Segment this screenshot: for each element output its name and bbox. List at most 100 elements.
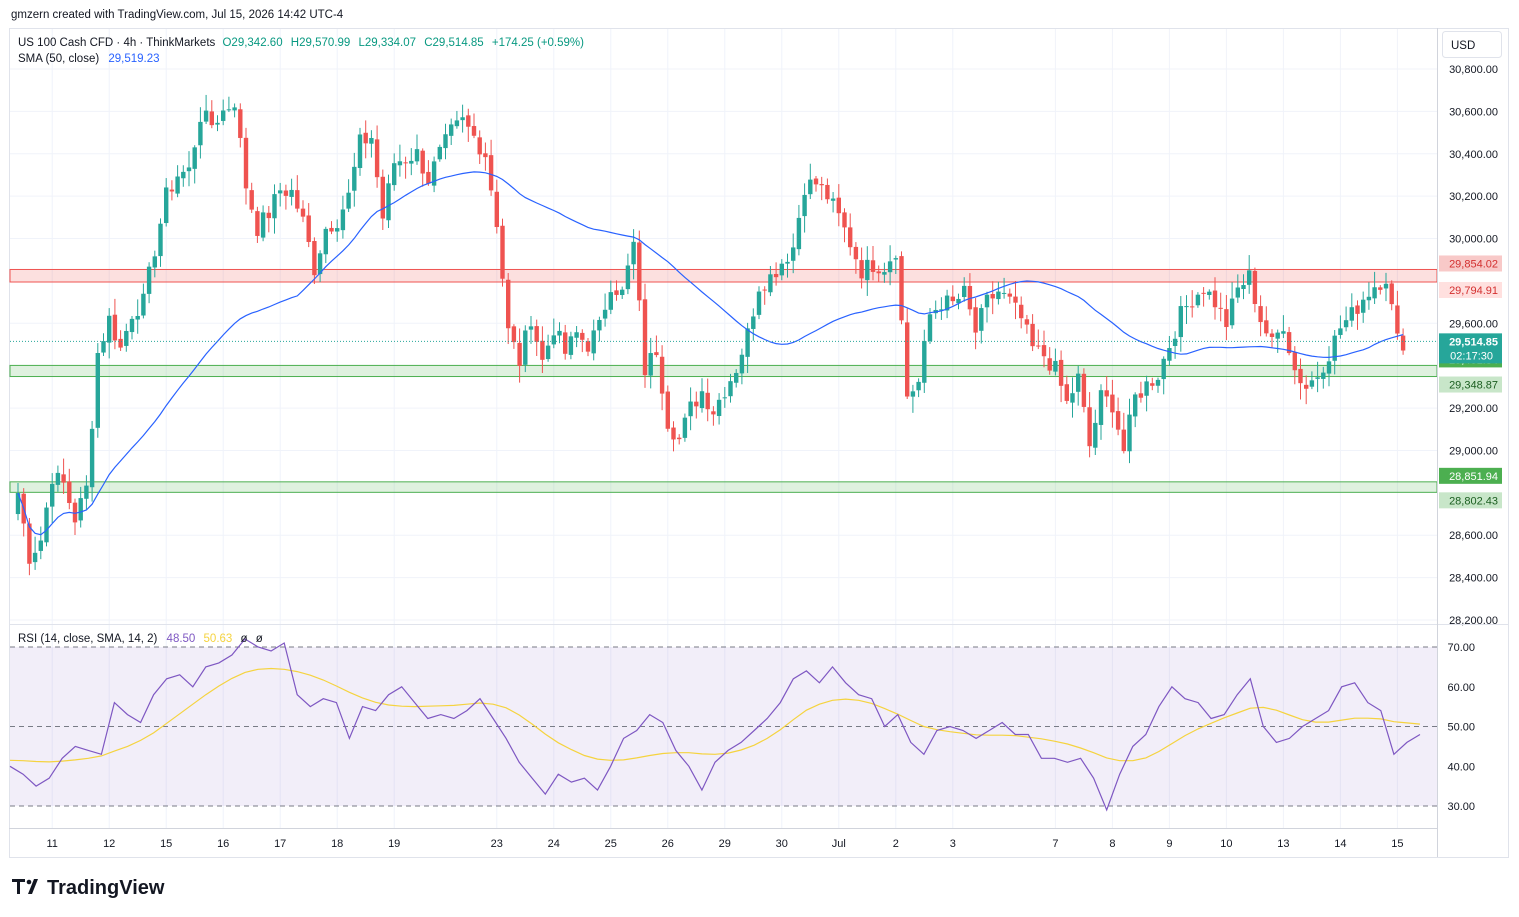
candle-down[interactable]	[1212, 290, 1218, 308]
candle-down[interactable]	[426, 171, 431, 184]
candle-up[interactable]	[796, 217, 802, 250]
candle-up[interactable]	[722, 397, 727, 399]
candle-up[interactable]	[1338, 328, 1343, 335]
candle-up[interactable]	[260, 212, 266, 238]
candle-down[interactable]	[1121, 429, 1126, 452]
candle-up[interactable]	[545, 345, 551, 360]
candle-up[interactable]	[340, 209, 346, 231]
candle-up[interactable]	[129, 318, 135, 333]
candle-up[interactable]	[1098, 390, 1104, 425]
candle-up[interactable]	[141, 293, 146, 316]
candle-up[interactable]	[1155, 379, 1161, 386]
candle-down[interactable]	[711, 411, 716, 415]
candle-down[interactable]	[1389, 283, 1394, 305]
candle-down[interactable]	[477, 137, 482, 155]
support-zone[interactable]	[9, 481, 1438, 493]
candle-down[interactable]	[67, 481, 72, 504]
candle-up[interactable]	[625, 265, 631, 290]
candle-up[interactable]	[597, 319, 602, 331]
candle-down[interactable]	[762, 289, 767, 291]
candle-up[interactable]	[979, 308, 984, 331]
candle-down[interactable]	[1013, 296, 1018, 303]
candle-up[interactable]	[927, 314, 933, 342]
candle-up[interactable]	[146, 266, 152, 294]
candle-up[interactable]	[1133, 394, 1138, 417]
candle-up[interactable]	[272, 194, 277, 219]
rsi-line[interactable]	[9, 638, 1421, 812]
candle-down[interactable]	[905, 322, 910, 397]
candle-up[interactable]	[785, 261, 790, 264]
candle-up[interactable]	[728, 381, 733, 397]
candle-down[interactable]	[511, 326, 517, 343]
candle-down[interactable]	[363, 132, 368, 144]
candle-up[interactable]	[409, 160, 414, 164]
candle-down[interactable]	[1110, 394, 1115, 413]
candle-down[interactable]	[466, 115, 471, 127]
candle-down[interactable]	[1378, 287, 1383, 290]
legend-main[interactable]: US 100 Cash CFD · 4h · ThinkMarkets O29,…	[18, 37, 584, 49]
candle-up[interactable]	[956, 298, 961, 304]
candle-up[interactable]	[232, 107, 237, 111]
candle-down[interactable]	[773, 273, 779, 278]
candle-up[interactable]	[1315, 377, 1320, 379]
candle-up[interactable]	[944, 295, 950, 311]
candle-up[interactable]	[460, 117, 465, 121]
candle-down[interactable]	[614, 290, 619, 295]
candle-down[interactable]	[283, 190, 289, 196]
time-axis[interactable]: 11 12 15 16 17 18 19 23 24 25 26 29 30 Jul 2 3 7 8 9 10 13 14…	[46, 838, 1403, 850]
candle-down[interactable]	[1047, 358, 1052, 371]
candle-up[interactable]	[124, 330, 129, 346]
candle-down[interactable]	[665, 391, 670, 429]
candle-up[interactable]	[830, 198, 836, 201]
candle-down[interactable]	[1081, 373, 1087, 407]
candle-down[interactable]	[506, 279, 511, 329]
candle-up[interactable]	[158, 223, 163, 257]
candle-down[interactable]	[61, 474, 66, 483]
candle-up[interactable]	[346, 192, 351, 209]
candle-down[interactable]	[870, 260, 876, 272]
candle-up[interactable]	[323, 228, 328, 255]
candle-up[interactable]	[620, 289, 625, 296]
candle-up[interactable]	[1144, 381, 1149, 396]
legend-sma[interactable]: SMA (50, close) 29,519.23	[18, 53, 160, 65]
candle-down[interactable]	[329, 227, 334, 232]
candle-down[interactable]	[1030, 323, 1035, 347]
candle-up[interactable]	[1053, 360, 1058, 372]
candle-down[interactable]	[1264, 320, 1269, 334]
candle-up[interactable]	[392, 163, 397, 186]
candle-up[interactable]	[357, 134, 363, 169]
candle-up[interactable]	[50, 483, 55, 507]
candle-up[interactable]	[198, 121, 203, 146]
candle-down[interactable]	[819, 184, 824, 186]
candle-up[interactable]	[768, 274, 773, 293]
candle-up[interactable]	[1343, 320, 1349, 328]
candle-down[interactable]	[950, 296, 955, 302]
candle-up[interactable]	[44, 507, 49, 543]
candle-up[interactable]	[939, 309, 944, 311]
candle-up[interactable]	[865, 259, 870, 281]
candle-up[interactable]	[449, 124, 454, 136]
candle-up[interactable]	[1207, 291, 1212, 295]
candle-up[interactable]	[574, 332, 579, 338]
candle-up[interactable]	[55, 472, 61, 485]
candle-up[interactable]	[916, 381, 921, 391]
candle-down[interactable]	[72, 502, 78, 523]
candle-down[interactable]	[1355, 305, 1360, 314]
candle-up[interactable]	[887, 261, 893, 273]
candle-down[interactable]	[990, 293, 995, 299]
candle-up[interactable]	[893, 258, 898, 260]
candle-down[interactable]	[1224, 309, 1229, 328]
resistance-zone[interactable]	[9, 268, 1438, 283]
candle-down[interactable]	[255, 211, 260, 236]
candle-down[interactable]	[1064, 384, 1069, 401]
candle-up[interactable]	[1001, 292, 1007, 294]
candle-up[interactable]	[1332, 335, 1337, 361]
candle-down[interactable]	[825, 184, 830, 200]
candle-down[interactable]	[1007, 293, 1012, 297]
candle-up[interactable]	[1229, 298, 1235, 326]
candle-up[interactable]	[608, 292, 613, 310]
candle-down[interactable]	[580, 332, 585, 340]
candle-down[interactable]	[534, 326, 539, 342]
price-axis[interactable]: 30,800.00 30,600.00 30,400.00 30,200.00 30,0…	[1447, 64, 1498, 813]
candle-down[interactable]	[836, 197, 841, 214]
